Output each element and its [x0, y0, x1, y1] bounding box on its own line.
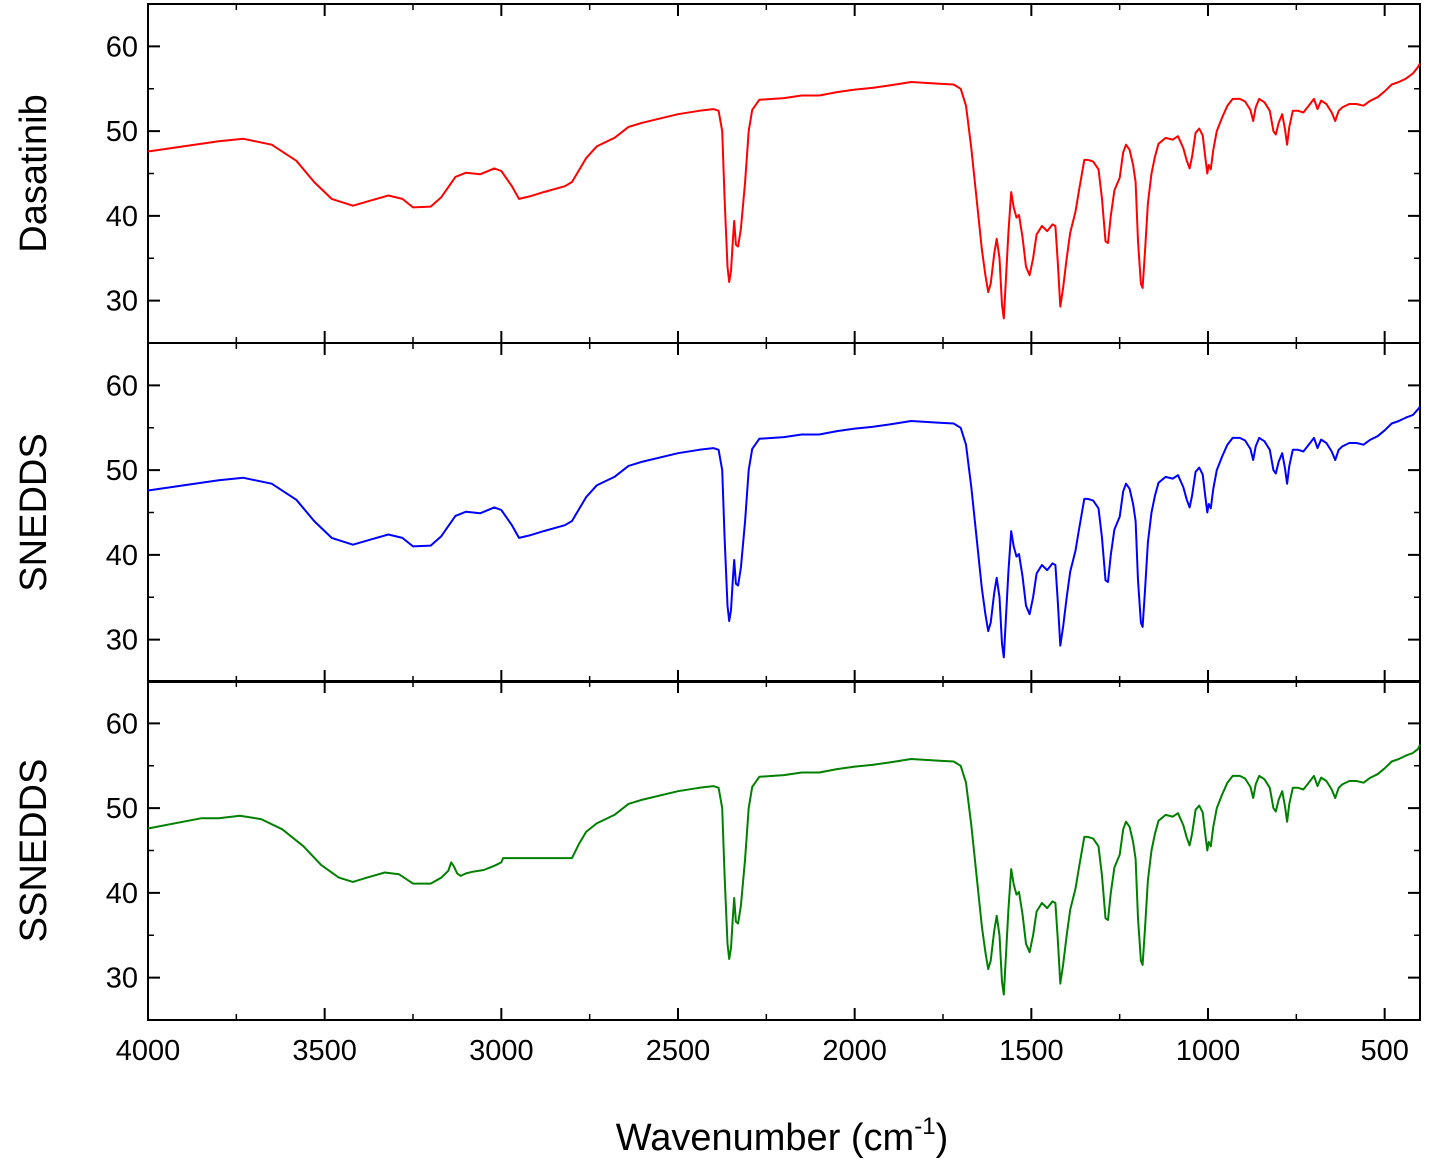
panels: 30 40 50 60 Dasatinib 30 40 50 60 SNEDDS 30 40 50 60 S… — [13, 3, 1421, 1021]
x-axis-title: Wavenumber (cm-1) — [616, 1113, 948, 1159]
y-tick-label: 60 — [106, 708, 138, 740]
x-tick-label: 500 — [1360, 1035, 1408, 1067]
x-axis-title-close: ) — [936, 1117, 949, 1159]
y-tick-label: 30 — [106, 625, 138, 657]
y-tick-label: 30 — [106, 286, 138, 318]
panel-frame — [147, 342, 1421, 683]
x-tick-label: 2500 — [646, 1035, 711, 1067]
panel-frame — [147, 680, 1421, 1021]
y-tick-label: 40 — [106, 878, 138, 910]
panel-frame — [147, 3, 1421, 344]
panel-ssnedds: 30 40 50 60 SSNEDDS — [13, 680, 1421, 1021]
y-tick-label: 60 — [106, 370, 138, 402]
x-tick-label: 1500 — [999, 1035, 1064, 1067]
x-axis: 4000 3500 3000 2500 2000 1500 1000 500 — [116, 1035, 1409, 1067]
panel-snedds: 30 40 50 60 SNEDDS — [13, 342, 1421, 683]
panel-label-ssnedds: SSNEDDS — [13, 759, 55, 943]
series-line-snedds — [147, 406, 1421, 659]
y-tick-label: 40 — [106, 201, 138, 233]
x-tick-label: 1000 — [1176, 1035, 1241, 1067]
y-tick-label: 50 — [106, 455, 138, 487]
x-tick-label: 4000 — [116, 1035, 181, 1067]
panel-label-snedds: SNEDDS — [13, 433, 55, 591]
x-axis-title-superscript: -1 — [914, 1113, 935, 1140]
x-tick-label: 3500 — [292, 1035, 357, 1067]
panel-dasatinib: 30 40 50 60 Dasatinib — [13, 3, 1421, 344]
y-tick-label: 50 — [106, 793, 138, 825]
series-line-dasatinib — [147, 62, 1421, 320]
x-tick-label: 2000 — [822, 1035, 887, 1067]
y-tick-label: 50 — [106, 116, 138, 148]
panel-label-dasatinib: Dasatinib — [13, 94, 55, 252]
y-tick-label: 40 — [106, 540, 138, 572]
y-tick-label: 30 — [106, 963, 138, 995]
series-line-ssnedds — [147, 744, 1421, 996]
y-tick-label: 60 — [106, 31, 138, 63]
x-tick-label: 3000 — [469, 1035, 534, 1067]
